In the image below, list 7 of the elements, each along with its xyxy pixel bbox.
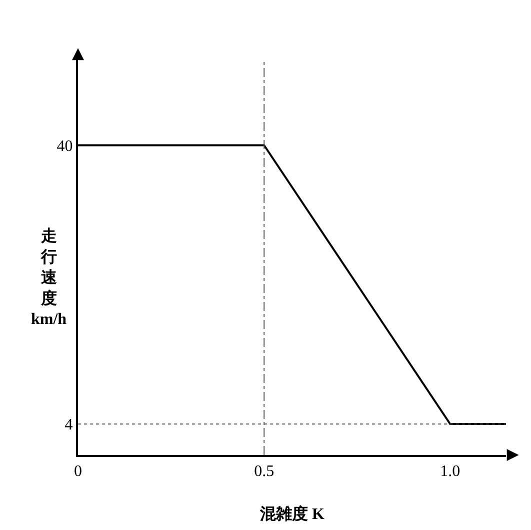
y-axis-title: 走行速度 km/h (31, 227, 67, 328)
x-tick-label: 1.0 (440, 463, 460, 480)
x-tick-label: 0 (74, 463, 82, 480)
y-tick-label: 4 (64, 416, 73, 434)
x-axis-title: 混雑度 K (259, 504, 325, 523)
y-tick-label: 40 (56, 138, 73, 155)
x-tick-label: 0.5 (254, 463, 274, 480)
